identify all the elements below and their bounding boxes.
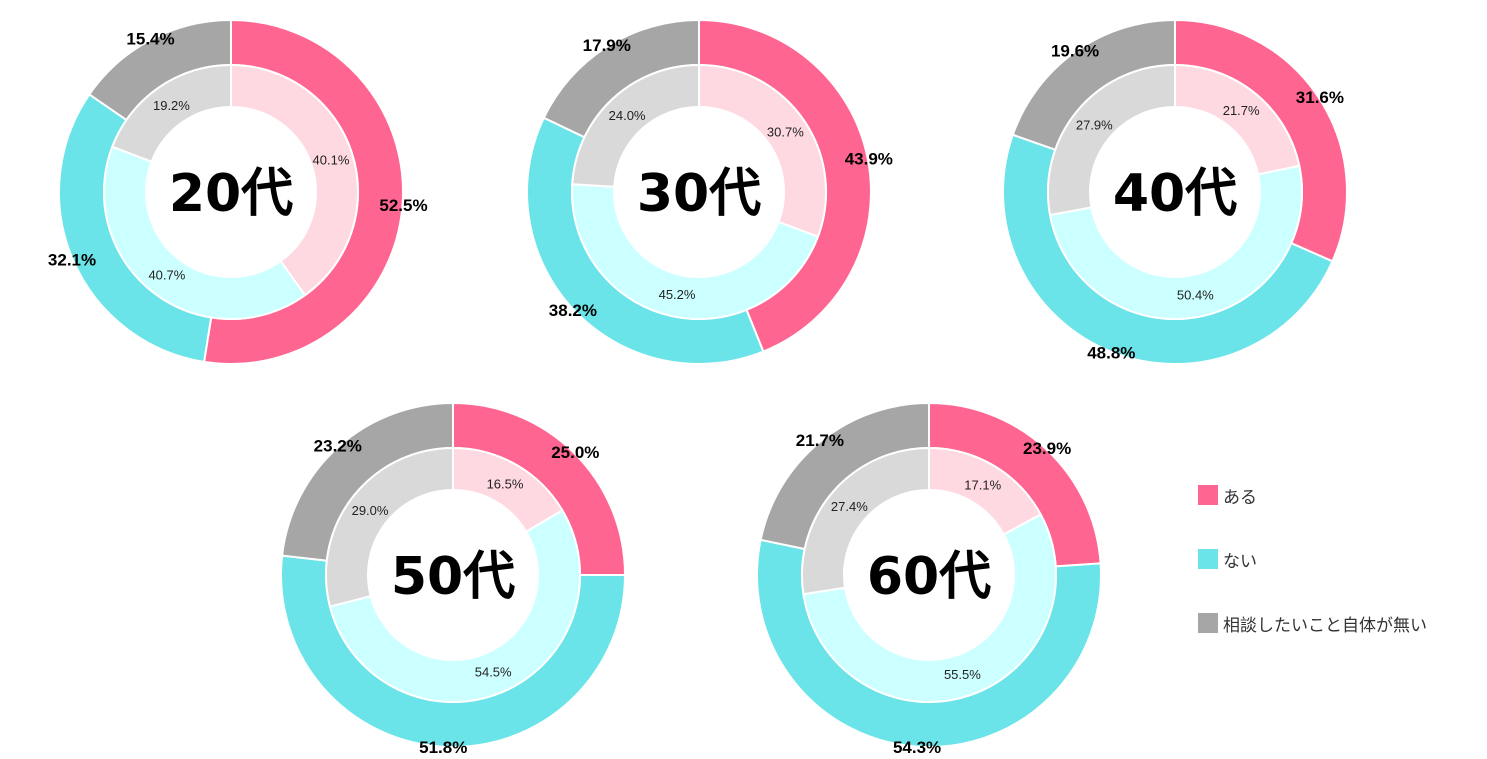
donut-chart-3: 31.6% 48.8% 19.6% 21.7% 50.4% 27.9% 40代 (1002, 18, 1348, 365)
legend-item-none: 相談したいこと自体が無い (1198, 612, 1427, 636)
inner-label-aru: 17.1% (964, 477, 1001, 492)
legend-swatch-aru (1198, 485, 1218, 505)
inner-label-nai: 40.7% (148, 268, 185, 283)
outer-label-nai: 48.8% (1087, 343, 1135, 362)
chart-center-title: 50代 (391, 547, 515, 607)
chart-center-title: 30代 (637, 164, 761, 224)
inner-slice-aru (230, 63, 359, 297)
outer-label-nai: 54.3% (893, 738, 941, 757)
inner-label-aru: 21.7% (1223, 103, 1260, 118)
legend-swatch-nai (1198, 549, 1218, 569)
inner-label-none: 29.0% (352, 503, 389, 518)
legend-item-aru: ある (1198, 484, 1257, 508)
outer-label-aru: 52.5% (379, 196, 427, 215)
chart-center-title: 60代 (867, 547, 991, 607)
inner-label-none: 19.2% (153, 98, 190, 113)
outer-label-nai: 51.8% (419, 738, 467, 757)
inner-slice-nai (571, 183, 820, 320)
outer-label-aru: 43.9% (845, 150, 893, 169)
donut-chart-1: 52.5% 32.1% 15.4% 40.1% 40.7% 19.2% 20代 (48, 18, 428, 365)
outer-label-nai: 38.2% (549, 301, 597, 320)
outer-label-aru: 25.0% (551, 443, 599, 462)
inner-label-nai: 55.5% (944, 667, 981, 682)
inner-slice-none (325, 446, 454, 608)
donut-chart-5: 23.9% 54.3% 21.7% 17.1% 55.5% 27.4% 60代 (756, 401, 1103, 757)
chart-center-title: 20代 (169, 164, 293, 224)
inner-label-aru: 16.5% (487, 476, 524, 491)
inner-slice-none (801, 446, 930, 596)
donut-chart-4: 25.0% 51.8% 23.2% 16.5% 54.5% 29.0% 50代 (280, 401, 627, 757)
inner-label-aru: 30.7% (767, 125, 804, 140)
inner-label-none: 27.4% (831, 499, 868, 514)
outer-label-none: 15.4% (126, 29, 174, 48)
inner-label-nai: 50.4% (1177, 288, 1214, 303)
outer-label-nai: 32.1% (48, 251, 96, 270)
legend-label-none: 相談したいこと自体が無い (1223, 615, 1427, 636)
inner-slice-none (1047, 63, 1176, 217)
inner-label-nai: 54.5% (475, 665, 512, 680)
outer-label-none: 21.7% (796, 431, 844, 450)
chart-center-title: 40代 (1113, 164, 1237, 224)
inner-label-none: 27.9% (1076, 117, 1113, 132)
inner-slice-none (571, 63, 700, 188)
legend-label-aru: ある (1223, 487, 1257, 508)
outer-label-none: 19.6% (1051, 41, 1099, 60)
inner-label-none: 24.0% (609, 108, 646, 123)
inner-slice-aru (698, 63, 827, 239)
inner-slice-nai (802, 513, 1057, 703)
inner-slice-nai (1048, 164, 1303, 320)
legend-label-nai: ない (1223, 551, 1257, 572)
inner-slice-none (111, 63, 232, 163)
outer-slice-nai (526, 116, 765, 365)
legend-item-nai: ない (1198, 548, 1257, 572)
inner-slice-nai (328, 508, 581, 703)
legend-swatch-none (1198, 613, 1218, 633)
donut-chart-2: 43.9% 38.2% 17.9% 30.7% 45.2% 24.0% 30代 (526, 18, 893, 365)
inner-label-aru: 40.1% (313, 152, 350, 167)
inner-label-nai: 45.2% (659, 287, 696, 302)
inner-slice-nai (103, 145, 307, 320)
outer-label-aru: 23.9% (1023, 439, 1071, 458)
outer-label-aru: 31.6% (1296, 88, 1344, 107)
outer-label-none: 23.2% (314, 436, 362, 455)
outer-label-none: 17.9% (583, 36, 631, 55)
